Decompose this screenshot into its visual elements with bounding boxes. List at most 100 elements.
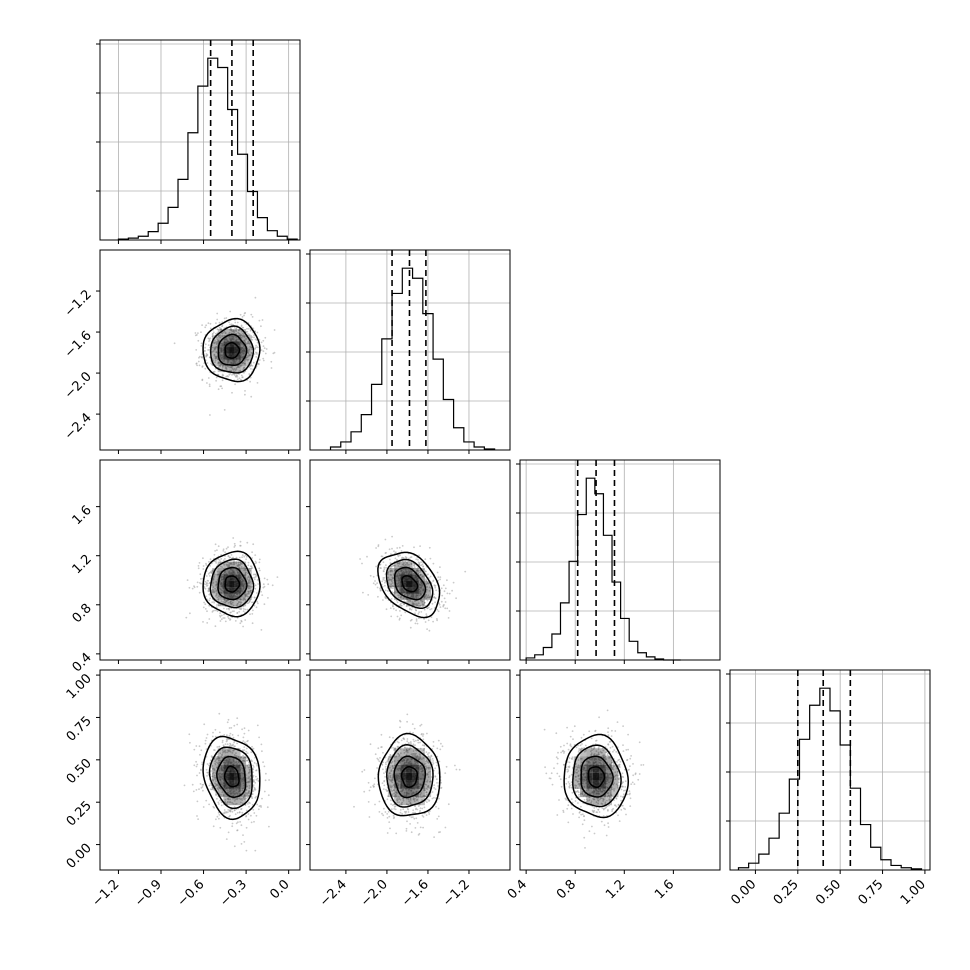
scatter-point [237, 366, 239, 368]
scatter-point [425, 780, 427, 783]
scatter-point [207, 377, 210, 379]
scatter-point [245, 555, 248, 558]
hist2d-cell [240, 347, 247, 354]
scatter-point [221, 578, 224, 581]
scatter-point [238, 572, 241, 575]
scatter-point [426, 779, 429, 782]
scatter-point [259, 804, 262, 807]
scatter-point [400, 614, 403, 617]
scatter-point [391, 790, 393, 792]
hist2d-cell [212, 593, 218, 600]
hist2d-cell [234, 797, 241, 806]
scatter-point [384, 584, 386, 587]
scatter-point [243, 841, 246, 843]
scatter-point [427, 760, 429, 763]
scatter-point [396, 801, 399, 803]
scatter-point [225, 317, 228, 319]
scatter-point [415, 817, 418, 820]
scatter-point [374, 777, 376, 780]
scatter-point [393, 760, 396, 762]
scatter-point [413, 817, 416, 820]
scatter-point [227, 749, 229, 752]
scatter-point [373, 783, 376, 786]
hist2d-cell [234, 756, 241, 765]
scatter-point [214, 728, 217, 731]
scatter-point [205, 324, 208, 327]
scatter-point [374, 583, 377, 586]
scatter-point [234, 745, 236, 748]
hist2d-cell [223, 365, 230, 373]
scatter-point [258, 363, 260, 366]
scatter-point [221, 387, 224, 390]
scatter-point [251, 793, 254, 795]
scatter-point [254, 296, 257, 299]
scatter-point [622, 750, 625, 752]
scatter-point [409, 823, 411, 825]
scatter-point [448, 610, 451, 612]
hist2d-cell [246, 353, 252, 360]
scatter-point [219, 786, 221, 789]
scatter-point [206, 382, 208, 384]
scatter-point [249, 585, 252, 588]
scatter-point [242, 797, 245, 799]
scatter-point [234, 803, 237, 805]
scatter-point [413, 800, 416, 803]
scatter-point [245, 558, 248, 561]
scatter-point [214, 735, 217, 738]
scatter-point [215, 343, 218, 345]
scatter-point [402, 788, 405, 791]
scatter-point [221, 783, 223, 786]
scatter-point [443, 597, 446, 600]
scatter-point [228, 563, 231, 566]
scatter-point [390, 574, 393, 576]
scatter-point [260, 341, 263, 344]
scatter-point [435, 761, 438, 764]
scatter-point [224, 620, 227, 623]
scatter-point [221, 345, 224, 347]
scatter-point [220, 592, 223, 595]
hist2d-cell [246, 789, 252, 798]
scatter-point [410, 831, 413, 834]
scatter-point [229, 618, 232, 620]
scatter-point [383, 807, 385, 810]
scatter-point [392, 587, 394, 590]
scatter-point [242, 740, 245, 742]
scatter-point [253, 353, 256, 355]
scatter-point [429, 770, 431, 773]
scatter-point [220, 558, 223, 560]
hist2d-cell [217, 335, 224, 342]
scatter-point [441, 745, 444, 748]
scatter-point [410, 753, 413, 756]
scatter-point [577, 744, 579, 747]
scatter-point [251, 745, 253, 748]
scatter-point [252, 361, 255, 364]
scatter-point [217, 388, 220, 391]
scatter-point [404, 788, 407, 791]
hist2d-cell [240, 353, 247, 360]
scatter-point [241, 376, 244, 379]
scatter-point [410, 608, 413, 611]
hist2d-cell [406, 599, 413, 607]
scatter-point [229, 562, 232, 565]
scatter-point [249, 569, 251, 572]
scatter-point [422, 603, 425, 606]
scatter-point [428, 590, 431, 592]
scatter-point [391, 774, 394, 776]
scatter-point [392, 573, 395, 575]
scatter-point [401, 801, 404, 804]
scatter-point [420, 758, 423, 760]
scatter-point [399, 566, 401, 568]
scatter-point [225, 811, 228, 813]
scatter-point [389, 772, 391, 774]
scatter-point [196, 585, 199, 588]
scatter-point [195, 789, 198, 791]
scatter-point [196, 763, 199, 766]
scatter-point [215, 583, 218, 586]
scatter-point [399, 790, 402, 793]
scatter-point [425, 783, 428, 786]
scatter-point [229, 798, 232, 801]
scatter-point [402, 808, 405, 811]
scatter-point [606, 709, 609, 712]
scatter-point [216, 815, 219, 818]
scatter-point [442, 584, 445, 587]
